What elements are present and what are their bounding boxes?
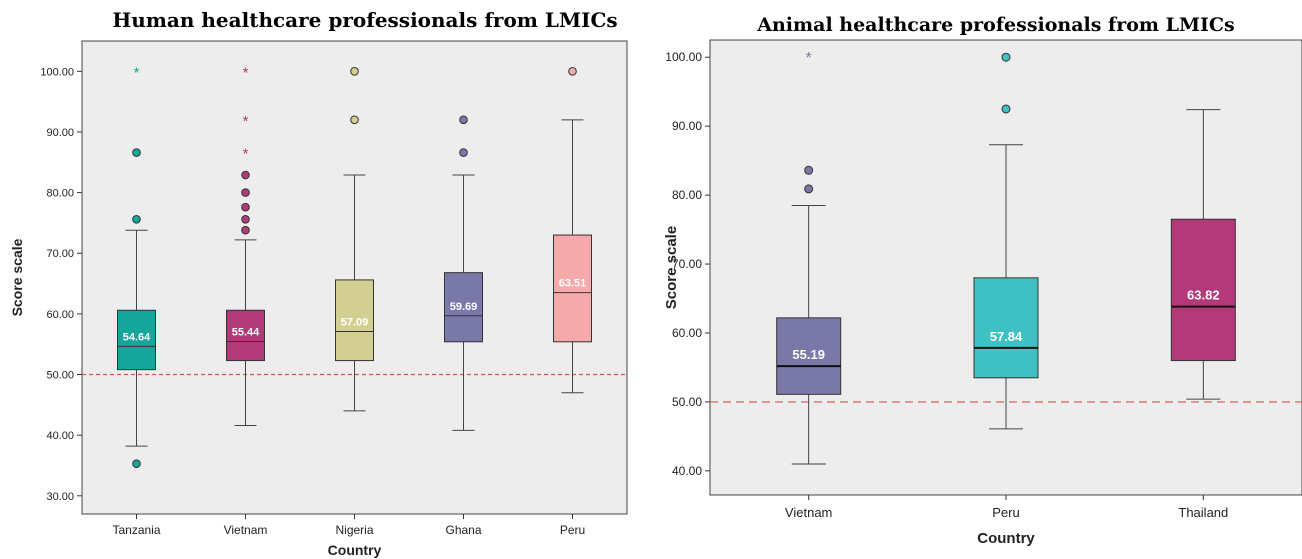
chart-human-healthcare: Human healthcare professionals from LMIC… (0, 0, 640, 559)
x-axis-label: Country (977, 530, 1035, 547)
x-tick-label: Ghana (445, 523, 481, 537)
y-tick-label: 40.00 (46, 430, 74, 442)
box-peru (973, 277, 1039, 379)
y-tick-label: 100.00 (665, 50, 702, 64)
outlier-point (1001, 104, 1011, 114)
box-vietnam (226, 309, 265, 362)
outlier-point (350, 115, 359, 125)
median-label: 54.64 (123, 331, 151, 343)
y-tick-label: 100.00 (40, 66, 74, 78)
box-plot-human: 30.00 40.00 50.00 60.00 70.00 80.00 90.00 100.0… (9, 40, 628, 558)
x-tick-label: Vietnam (224, 523, 268, 537)
outlier-point (1001, 52, 1011, 62)
outlier-point (804, 184, 814, 194)
x-tick-label: Peru (560, 523, 585, 537)
y-tick-label: 80.00 (46, 188, 74, 200)
outlier-point (241, 225, 250, 235)
y-tick-label: 90.00 (46, 127, 74, 139)
box-vietnam (776, 317, 842, 395)
x-tick-label: Tanzania (112, 523, 160, 537)
y-tick-label: 50.00 (672, 395, 702, 409)
y-tick-label: 40.00 (672, 464, 702, 478)
outlier-point (241, 170, 250, 180)
outlier-point (132, 148, 141, 157)
y-tick-label: 60.00 (672, 326, 702, 340)
box-nigeria (335, 279, 374, 362)
median-label: 57.84 (990, 329, 1023, 344)
y-tick-label: 30.00 (46, 491, 74, 503)
outlier-extreme: * (243, 146, 249, 163)
box-ghana (444, 272, 483, 343)
chart-title: Human healthcare professionals from LMIC… (112, 8, 618, 32)
median-label: 63.51 (559, 278, 587, 290)
median-label: 59.69 (450, 301, 478, 313)
outlier-extreme: * (806, 50, 812, 67)
y-tick-label: 80.00 (672, 188, 702, 202)
median-label: 55.44 (232, 327, 260, 339)
outlier-point (804, 165, 814, 175)
outlier-point (132, 214, 141, 224)
median-label: 55.19 (792, 347, 825, 362)
x-tick-label: Thailand (1178, 505, 1228, 520)
outlier-extreme: * (243, 64, 249, 81)
outlier-point (132, 459, 141, 468)
box-plot-animal: 40.00 50.00 60.00 70.00 80.00 90.00 100.00 55.1… (663, 39, 1302, 547)
median-label: 57.09 (341, 317, 369, 329)
chart-title: Animal healthcare professionals from LMI… (757, 14, 1235, 36)
x-tick-label: Nigeria (335, 523, 373, 537)
x-axis-label: Country (328, 542, 382, 558)
outlier-point (241, 188, 250, 197)
y-axis-label: Score scale (9, 238, 25, 316)
outlier-point (350, 67, 359, 76)
outlier-point (241, 214, 250, 224)
box-thailand (1170, 218, 1236, 362)
y-tick-label: 90.00 (672, 119, 702, 133)
outlier-point (459, 148, 468, 157)
y-tick-label: 70.00 (672, 257, 702, 271)
outlier-point (568, 67, 577, 76)
y-axis-label: Score scale (663, 226, 680, 309)
outlier-point (241, 202, 250, 212)
y-tick-label: 50.00 (46, 370, 74, 382)
x-tick-label: Peru (992, 505, 1019, 520)
outlier-extreme: * (134, 64, 140, 81)
outlier-point (459, 115, 468, 125)
median-label: 63.82 (1187, 288, 1220, 303)
y-tick-label: 70.00 (46, 248, 74, 260)
chart-animal-healthcare: Animal healthcare professionals from LMI… (650, 0, 1302, 559)
outlier-extreme: * (243, 113, 249, 130)
y-tick-label: 60.00 (46, 309, 74, 321)
box-peru (553, 234, 592, 343)
box-tanzania (117, 309, 156, 371)
x-tick-label: Vietnam (785, 505, 832, 520)
